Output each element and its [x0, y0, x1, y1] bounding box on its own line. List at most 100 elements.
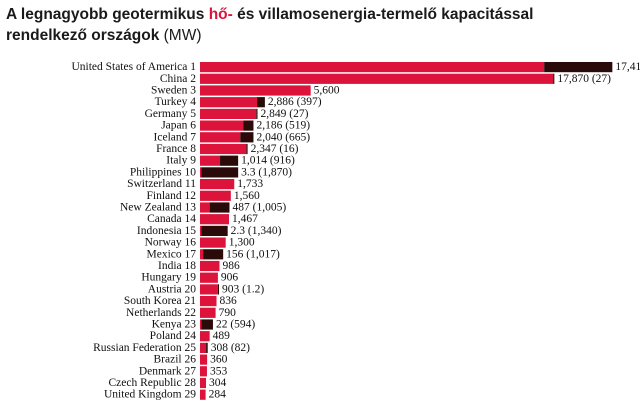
bar-heat-23 [200, 319, 202, 330]
bar-electricity-20 [217, 284, 220, 295]
bar-heat-13 [200, 202, 210, 213]
category-label-9: Italy 9 [166, 155, 196, 167]
bar-heat-19 [200, 272, 218, 283]
category-label-6: Japan 6 [161, 120, 196, 132]
bar-heat-21 [200, 296, 217, 307]
bar-heat-26 [200, 354, 208, 365]
value-label-27: 353 [210, 365, 228, 377]
value-label-3: 5,600 [314, 85, 340, 97]
category-label-13: New Zealand 13 [120, 202, 196, 214]
value-label-14: 1,467 [232, 213, 258, 225]
chart-title: A legnagyobb geotermikus hő- és villamos… [6, 4, 606, 46]
bar-heat-28 [200, 377, 207, 389]
bar-heat-24 [200, 331, 210, 342]
category-label-12: Finland 12 [146, 190, 196, 202]
value-label-23: 22 (594) [216, 319, 255, 331]
value-label-29: 284 [209, 389, 227, 401]
bar-heat-9 [200, 155, 221, 166]
value-label-13: 487 (1,005) [232, 202, 286, 214]
value-label-5: 2,849 (27) [261, 108, 309, 120]
bar-heat-15 [200, 225, 202, 236]
value-label-2: 17,870 (27) [557, 73, 611, 85]
category-label-2: China 2 [160, 73, 196, 85]
category-label-20: Austria 20 [148, 283, 196, 295]
bar-electricity-17 [203, 249, 224, 260]
bar-heat-17 [200, 249, 204, 260]
bar-heat-16 [200, 237, 226, 248]
value-label-6: 2,186 (519) [256, 120, 310, 132]
bar-heat-29 [200, 389, 206, 400]
category-label-15: Indonesia 15 [137, 225, 196, 237]
value-label-20: 903 (1.2) [222, 283, 264, 295]
category-label-28: Czech Republic 28 [108, 377, 196, 389]
value-label-25: 308 (82) [211, 342, 250, 354]
value-label-17: 156 (1,017) [226, 248, 280, 260]
bar-heat-18 [200, 260, 220, 272]
value-label-24: 489 [213, 330, 231, 342]
value-label-18: 986 [222, 260, 240, 272]
bar-electricity-7 [240, 132, 254, 143]
bar-heat-1 [200, 62, 545, 73]
value-label-10: 3.3 (1,870) [241, 166, 292, 178]
value-label-26: 360 [210, 354, 228, 366]
category-label-5: Germany 5 [145, 108, 197, 120]
bar-heat-20 [200, 284, 218, 295]
value-label-1: 17,416 (3,450) [615, 61, 640, 73]
category-label-17: Mexico 17 [146, 248, 196, 260]
category-label-25: Russian Federation 25 [93, 342, 196, 354]
bar-electricity-15 [201, 225, 228, 236]
category-label-22: Netherlands 22 [126, 307, 196, 319]
bar-heat-27 [200, 366, 207, 377]
category-label-11: Switzerland 11 [127, 178, 196, 190]
bar-electricity-5 [256, 108, 258, 119]
bar-electricity-2 [553, 73, 555, 84]
value-label-12: 1,560 [234, 190, 260, 202]
bar-heat-25 [200, 342, 207, 353]
category-label-14: Canada 14 [147, 213, 196, 225]
category-label-21: South Korea 21 [124, 295, 196, 307]
value-label-9: 1,014 (916) [241, 155, 295, 167]
bar-heat-8 [200, 143, 247, 155]
bar-electricity-25 [206, 342, 208, 353]
bar-heat-3 [200, 85, 311, 96]
bar-heat-22 [200, 307, 216, 318]
value-label-19: 906 [221, 272, 239, 284]
category-label-26: Brazil 26 [154, 354, 197, 366]
bar-heat-14 [200, 214, 229, 225]
bar-electricity-4 [257, 97, 265, 108]
bar-heat-6 [200, 120, 244, 131]
value-label-15: 2.3 (1,340) [231, 225, 282, 237]
value-label-11: 1,733 [237, 178, 263, 190]
value-label-4: 2,886 (397) [268, 96, 322, 108]
bar-heat-4 [200, 97, 258, 108]
bar-electricity-1 [544, 62, 613, 73]
value-label-8: 2,347 (16) [251, 143, 299, 155]
title-part1: A legnagyobb geotermikus [6, 6, 209, 23]
bar-electricity-8 [246, 143, 248, 155]
category-label-23: Kenya 23 [152, 319, 197, 331]
bar-heat-5 [200, 108, 257, 119]
value-label-21: 836 [220, 295, 238, 307]
title-part2: és villamosenergia-termelő kapacitással … [6, 6, 534, 44]
category-label-24: Poland 24 [150, 330, 197, 342]
bar-heat-2 [200, 73, 554, 84]
category-label-1: United States of America 1 [71, 61, 196, 73]
category-label-19: Hungary 19 [141, 272, 196, 284]
category-label-10: Philippines 10 [130, 166, 196, 178]
bars-group [200, 62, 613, 400]
title-accent: hő- [208, 6, 233, 23]
category-label-27: Denmark 27 [139, 365, 196, 377]
category-label-3: Sweden 3 [151, 85, 196, 97]
bar-heat-7 [200, 132, 241, 143]
bar-electricity-13 [209, 202, 230, 213]
bar-heat-10 [200, 167, 202, 178]
category-label-8: France 8 [156, 143, 196, 155]
category-label-18: India 18 [158, 260, 196, 272]
bar-electricity-9 [220, 155, 239, 166]
value-label-28: 304 [209, 377, 227, 389]
labels-group: United States of America 1 17,416 (3,450)… [71, 61, 640, 401]
category-label-4: Turkey 4 [155, 96, 197, 108]
value-label-7: 2,040 (665) [256, 131, 310, 143]
bar-electricity-23 [201, 319, 213, 330]
bar-electricity-6 [243, 120, 254, 131]
